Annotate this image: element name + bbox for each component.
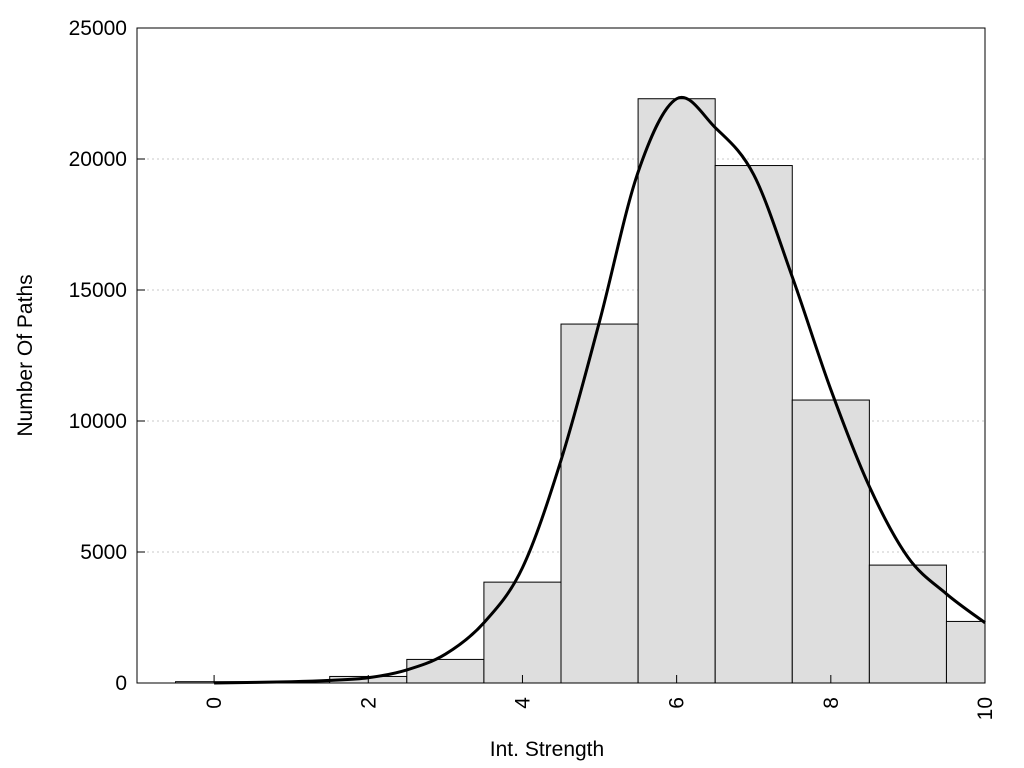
density-curve xyxy=(214,95,986,685)
y-tick-label: 0 xyxy=(115,672,127,695)
histogram-bar xyxy=(483,581,562,684)
histogram-bars xyxy=(175,98,986,684)
histogram-bar xyxy=(791,399,870,684)
histogram-bar xyxy=(714,165,793,684)
x-axis-title: Int. Strength xyxy=(490,738,604,761)
x-tick-label: 6 xyxy=(666,697,689,709)
y-tick-label: 5000 xyxy=(80,541,127,564)
x-tick-label: 10 xyxy=(974,697,997,720)
y-tick-label: 15000 xyxy=(69,279,127,302)
x-tick-label: 2 xyxy=(357,697,380,709)
x-tick-label: 4 xyxy=(511,697,534,709)
y-tick-label: 20000 xyxy=(69,148,127,171)
x-tick-label: 0 xyxy=(203,697,226,709)
x-axis-ticks: 0 2 4 6 8 10 xyxy=(203,675,997,720)
plot-frame xyxy=(136,27,986,684)
histogram-bar xyxy=(406,658,485,684)
histogram-bar xyxy=(945,620,986,684)
histogram-bar xyxy=(637,98,716,684)
y-tick-label: 25000 xyxy=(69,17,127,40)
x-tick-label: 8 xyxy=(820,697,843,709)
histogram-bar xyxy=(560,323,639,684)
y-axis-title: Number Of Paths xyxy=(14,274,37,436)
y-tick-label: 10000 xyxy=(69,410,127,433)
y-axis-ticks: 0 5000 10000 15000 20000 25000 xyxy=(69,17,145,695)
